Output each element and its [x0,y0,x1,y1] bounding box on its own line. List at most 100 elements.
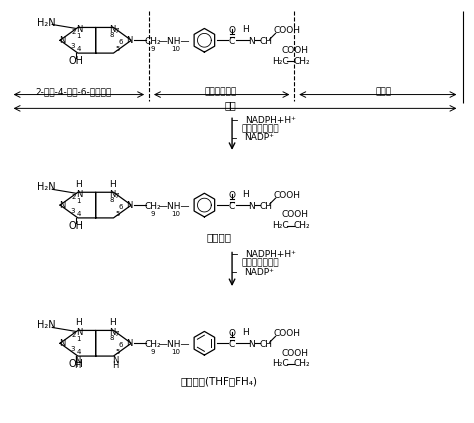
Text: 2: 2 [72,194,76,200]
Text: H: H [112,361,118,371]
Text: C: C [229,202,235,211]
Text: H₂C: H₂C [272,221,289,230]
Text: CH: CH [259,340,272,349]
Text: H: H [243,190,249,199]
Text: H: H [243,328,249,337]
Text: COOH: COOH [274,26,301,35]
Text: 二氢叶酸还原酶: 二氢叶酸还原酶 [242,125,280,134]
Text: N: N [126,339,132,348]
Text: 2: 2 [72,332,76,338]
Text: CH₂: CH₂ [294,360,310,368]
Text: 二氢叶酸还原酶: 二氢叶酸还原酶 [242,259,280,268]
Text: CH₂: CH₂ [145,340,161,349]
Text: H: H [74,361,80,371]
Text: 4: 4 [77,349,81,355]
Text: C: C [229,37,235,46]
Text: N: N [109,25,116,34]
Text: O: O [228,329,236,338]
Text: COOH: COOH [274,329,301,338]
Text: 4: 4 [77,46,81,52]
Text: 10: 10 [171,211,180,217]
Text: 9: 9 [151,349,155,355]
Text: 4: 4 [77,211,81,217]
Text: H: H [243,25,249,34]
Text: CH: CH [259,37,272,46]
Text: NADPH+H⁺: NADPH+H⁺ [245,116,296,125]
Text: H: H [75,180,82,189]
Text: 10: 10 [171,349,180,355]
Text: H₂N: H₂N [37,182,55,192]
Text: 1: 1 [77,33,81,39]
Text: 3: 3 [71,346,75,352]
Text: 3: 3 [71,43,75,49]
Text: 叶酸: 叶酸 [224,100,236,110]
Text: 3: 3 [71,208,75,214]
Text: COOH: COOH [282,46,309,55]
Text: 谷氨酸: 谷氨酸 [375,87,392,96]
Text: COOH: COOH [282,211,309,220]
Text: N: N [74,355,80,365]
Text: 5: 5 [115,211,119,217]
Text: 5: 5 [115,46,119,52]
Text: CH₂: CH₂ [145,202,161,211]
Text: H: H [75,318,82,327]
Text: 2-氨基-4-羟基-6-甲基蟞呂: 2-氨基-4-羟基-6-甲基蟞呂 [36,87,112,96]
Text: 8: 8 [109,197,114,203]
Text: 9: 9 [151,46,155,52]
Text: 四氢叶酸(THF或FH₄): 四氢叶酸(THF或FH₄) [181,376,258,386]
Text: N: N [248,37,255,46]
Text: CH₂: CH₂ [145,37,161,46]
Text: O: O [228,26,236,35]
Text: 8: 8 [109,32,114,38]
Text: —NH—: —NH— [159,202,191,211]
Text: —NH—: —NH— [159,340,191,349]
Text: 5: 5 [115,349,119,355]
Text: CH₂: CH₂ [294,57,310,66]
Text: N: N [109,328,116,337]
Text: —NH—: —NH— [159,37,191,46]
Text: H₂C: H₂C [272,57,289,66]
Text: 7: 7 [114,331,118,338]
Text: OH: OH [68,221,83,231]
Text: 1: 1 [77,198,81,204]
Text: OH: OH [68,359,83,369]
Text: H: H [109,180,116,189]
Text: C: C [229,340,235,349]
Text: OH: OH [68,56,83,66]
Text: 8: 8 [109,335,114,341]
Text: N: N [59,339,65,348]
Text: COOH: COOH [274,191,301,200]
Text: COOH: COOH [282,349,309,357]
Text: H₂C: H₂C [272,360,289,368]
Text: 1: 1 [77,336,81,342]
Text: H₂N: H₂N [37,17,55,27]
Text: N: N [248,340,255,349]
Text: N: N [59,201,65,209]
Text: N: N [126,36,132,45]
Text: N: N [76,25,82,34]
Text: N: N [59,36,65,45]
Text: O: O [228,191,236,200]
Text: N: N [76,190,82,199]
Text: N: N [126,201,132,209]
Text: 2: 2 [72,29,76,36]
Text: NADPH+H⁺: NADPH+H⁺ [245,250,296,259]
Text: N: N [76,328,82,337]
Text: 10: 10 [171,46,180,52]
Text: 二氢叶酸: 二氢叶酸 [207,233,232,243]
Text: 6: 6 [118,39,123,45]
Text: CH: CH [259,202,272,211]
Text: 6: 6 [118,342,123,348]
Text: N: N [109,190,116,199]
Text: N: N [112,355,118,365]
Text: H: H [109,318,116,327]
Text: NADP⁺: NADP⁺ [244,268,274,277]
Text: 7: 7 [114,28,118,34]
Text: CH₂: CH₂ [294,221,310,230]
Text: 6: 6 [118,204,123,210]
Text: N: N [248,202,255,211]
Text: 7: 7 [114,193,118,199]
Text: H₂N: H₂N [37,321,55,330]
Text: 9: 9 [151,211,155,217]
Text: NADP⁺: NADP⁺ [244,134,274,143]
